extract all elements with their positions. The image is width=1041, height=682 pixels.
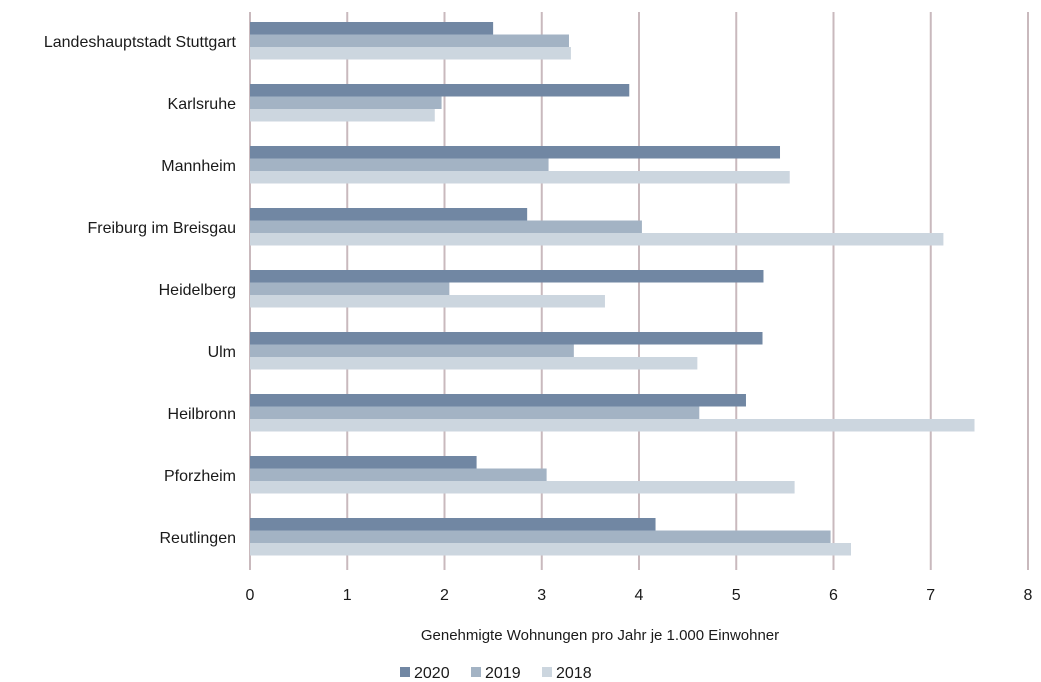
bar-2019-6 [250,344,574,357]
bars [250,22,975,556]
bar-2018-5 [250,295,605,308]
legend-swatch-2020 [400,667,410,677]
category-label-2: Karlsruhe [168,96,237,113]
legend-label-2018: 2018 [556,665,592,682]
legend-label-2020: 2020 [414,665,450,682]
category-label-8: Pforzheim [164,468,236,485]
bar-2018-8 [250,481,795,494]
category-labels: Landeshauptstadt Stuttgart Karlsruhe Mannh… [44,34,237,547]
legend: 2020 2019 2018 [400,665,592,682]
bar-2020-4 [250,208,528,221]
category-label-7: Heilbronn [168,406,236,423]
category-label-1: Landeshauptstadt Stuttgart [44,34,237,51]
x-tick-label-6: 6 [829,587,838,604]
bar-2020-2 [250,84,630,97]
bar-2018-3 [250,171,790,184]
bar-2020-7 [250,394,746,407]
bar-2019-7 [250,406,700,419]
bar-2018-2 [250,109,435,122]
x-tick-label-8: 8 [1024,587,1033,604]
category-label-9: Reutlingen [160,530,237,547]
legend-swatch-2018 [542,667,552,677]
bar-2020-3 [250,146,781,159]
legend-label-2019: 2019 [485,665,521,682]
x-tick-label-2: 2 [440,587,449,604]
bar-2019-8 [250,468,547,481]
category-label-5: Heidelberg [159,282,236,299]
legend-swatch-2019 [471,667,481,677]
bar-2019-5 [250,282,450,295]
bar-2018-1 [250,47,571,60]
bar-2018-6 [250,357,698,370]
bar-2020-9 [250,518,656,531]
x-tick-label-4: 4 [635,587,644,604]
x-tick-label-7: 7 [926,587,935,604]
x-tick-label-3: 3 [537,587,546,604]
x-axis-title: Genehmigte Wohnungen pro Jahr je 1.000 E… [421,627,779,644]
bar-2018-4 [250,233,944,246]
bar-2018-7 [250,419,975,432]
bar-2020-5 [250,270,764,283]
category-label-4: Freiburg im Breisgau [88,220,237,237]
x-tick-label-0: 0 [246,587,255,604]
bar-2020-6 [250,332,763,345]
bar-2019-1 [250,34,569,47]
bar-2019-9 [250,530,831,543]
x-tick-label-1: 1 [343,587,352,604]
bar-2019-4 [250,220,642,233]
bar-2018-9 [250,543,852,556]
bar-2019-3 [250,158,549,171]
bar-2020-8 [250,456,477,469]
category-label-6: Ulm [208,344,236,361]
category-label-3: Mannheim [161,158,236,175]
x-tick-label-5: 5 [732,587,741,604]
bar-2019-2 [250,96,442,109]
x-tick-labels: 0 1 2 3 4 5 6 7 8 [246,587,1033,604]
bar-2020-1 [250,22,494,35]
